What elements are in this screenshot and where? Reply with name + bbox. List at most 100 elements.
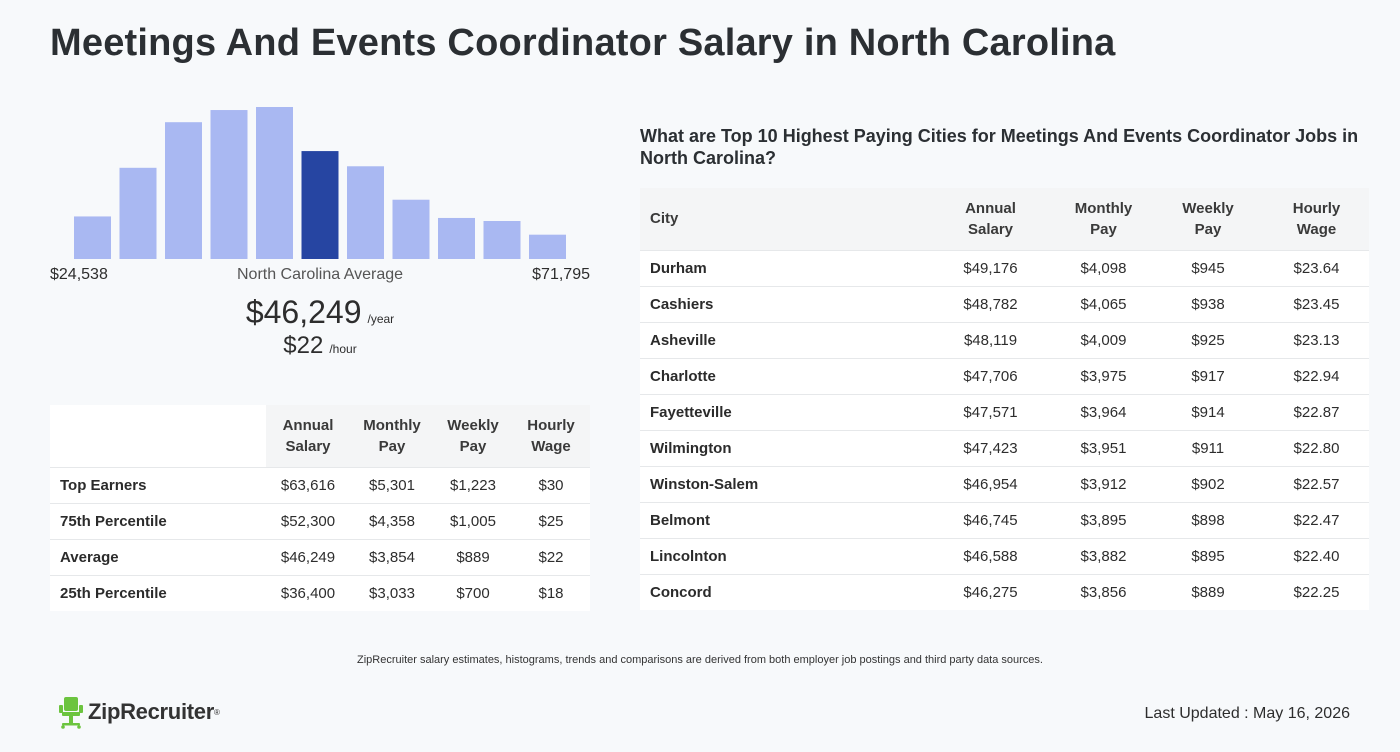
histogram-bar <box>438 217 475 259</box>
percentile-row-value: $52,300 <box>266 502 350 539</box>
city-row-value: $3,951 <box>1055 429 1152 466</box>
city-row-label: Durham <box>640 249 926 286</box>
city-row-value: $22.80 <box>1264 429 1369 466</box>
cities-header-city: City <box>640 188 926 250</box>
percentile-row-value: $4,358 <box>350 502 434 539</box>
top-cities-heading: What are Top 10 Highest Paying Cities fo… <box>640 126 1359 168</box>
percentile-row-value: $25 <box>512 502 590 539</box>
percentile-row-value: $1,223 <box>434 466 512 503</box>
city-row-value: $22.47 <box>1264 501 1369 538</box>
city-row-label: Belmont <box>640 501 926 538</box>
city-row-value: $49,176 <box>926 249 1055 286</box>
percentile-row-value: $700 <box>434 574 512 611</box>
percentile-row-value: $36,400 <box>266 574 350 611</box>
ziprecruiter-logo[interactable]: ZipRecruiter ® <box>58 695 220 729</box>
city-row-value: $4,009 <box>1055 321 1152 358</box>
percentile-row-value: $3,033 <box>350 574 434 611</box>
city-row-value: $889 <box>1152 573 1264 610</box>
percentile-header-monthly: Monthly Pay <box>350 405 434 467</box>
logo-wordmark: ZipRecruiter <box>88 699 214 724</box>
city-row-value: $22.57 <box>1264 465 1369 502</box>
average-hourly-wage: $22/hour <box>50 332 590 360</box>
cities-header-hourly: Hourly Wage <box>1264 188 1369 250</box>
city-row-value: $46,954 <box>926 465 1055 502</box>
average-yearly-salary: $46,249/year <box>50 294 590 331</box>
city-row: Charlotte $47,706 $3,975 $917 $22.94 <box>640 357 1369 394</box>
salary-histogram <box>50 100 590 260</box>
percentile-row-value: $1,005 <box>434 502 512 539</box>
city-row-value: $23.13 <box>1264 321 1369 358</box>
histogram-bar <box>74 216 111 259</box>
chair-mascot-icon <box>59 697 83 729</box>
city-row-value: $4,065 <box>1055 285 1152 322</box>
percentile-row-label: 75th Percentile <box>50 502 266 539</box>
city-row-value: $895 <box>1152 537 1264 574</box>
average-hourly-unit: /hour <box>329 342 357 356</box>
percentile-header-weekly: Weekly Pay <box>434 405 512 467</box>
city-row-value: $47,706 <box>926 357 1055 394</box>
city-row-value: $3,975 <box>1055 357 1152 394</box>
histogram-bar <box>347 166 384 259</box>
histogram-bar <box>256 107 293 259</box>
city-row-value: $3,856 <box>1055 573 1152 610</box>
percentile-row-value: $63,616 <box>266 466 350 503</box>
percentile-row: Average $46,249 $3,854 $889 $22 <box>50 538 590 575</box>
percentile-header-blank <box>50 405 266 467</box>
city-row-label: Concord <box>640 573 926 610</box>
city-row-label: Lincolnton <box>640 537 926 574</box>
city-row-value: $46,745 <box>926 501 1055 538</box>
percentile-table-header: Annual Salary Monthly Pay Weekly Pay Hourly… <box>50 405 590 467</box>
city-row-label: Cashiers <box>640 285 926 322</box>
city-row-value: $911 <box>1152 429 1264 466</box>
top-cities-table: City Annual Salary Monthly Pay Weekly Pay H… <box>640 188 1369 610</box>
percentile-header-annual: Annual Salary <box>266 405 350 467</box>
registered-mark: ® <box>213 707 220 717</box>
page-title: Meetings And Events Coordinator Salary i… <box>50 22 1116 64</box>
city-row-value: $3,964 <box>1055 393 1152 430</box>
city-row-value: $48,119 <box>926 321 1055 358</box>
city-row: Fayetteville $47,571 $3,964 $914 $22.87 <box>640 393 1369 430</box>
cities-header-weekly: Weekly Pay <box>1152 188 1264 250</box>
city-row: Belmont $46,745 $3,895 $898 $22.47 <box>640 501 1369 538</box>
city-row-value: $902 <box>1152 465 1264 502</box>
city-row-value: $898 <box>1152 501 1264 538</box>
city-row-value: $938 <box>1152 285 1264 322</box>
percentile-row: Top Earners $63,616 $5,301 $1,223 $30 <box>50 466 590 503</box>
city-row-value: $46,588 <box>926 537 1055 574</box>
city-row-value: $3,895 <box>1055 501 1152 538</box>
histogram-bar-average <box>301 151 339 259</box>
average-hourly-value: $22 <box>283 332 324 359</box>
percentile-row-value: $46,249 <box>266 538 350 575</box>
city-row-value: $22.87 <box>1264 393 1369 430</box>
data-source-disclaimer: ZipRecruiter salary estimates, histogram… <box>357 654 1043 666</box>
percentile-row-label: 25th Percentile <box>50 574 266 611</box>
city-row-value: $3,912 <box>1055 465 1152 502</box>
city-row-value: $945 <box>1152 249 1264 286</box>
percentile-row-value: $889 <box>434 538 512 575</box>
histogram-bar <box>119 167 157 259</box>
city-row-label: Charlotte <box>640 357 926 394</box>
histogram-chart <box>74 107 566 259</box>
city-row: Winston-Salem $46,954 $3,912 $902 $22.57 <box>640 465 1369 502</box>
city-row: Durham $49,176 $4,098 $945 $23.64 <box>640 249 1369 286</box>
percentile-row: 75th Percentile $52,300 $4,358 $1,005 $25 <box>50 502 590 539</box>
city-row-value: $917 <box>1152 357 1264 394</box>
percentile-row-value: $30 <box>512 466 590 503</box>
percentile-row-label: Top Earners <box>50 466 266 503</box>
percentile-row-label: Average <box>50 538 266 575</box>
histogram-bar <box>165 122 202 259</box>
city-row: Lincolnton $46,588 $3,882 $895 $22.40 <box>640 537 1369 574</box>
city-row-value: $22.94 <box>1264 357 1369 394</box>
city-row-label: Winston-Salem <box>640 465 926 502</box>
city-row: Concord $46,275 $3,856 $889 $22.25 <box>640 573 1369 610</box>
cities-header-monthly: Monthly Pay <box>1055 188 1152 250</box>
city-row-label: Wilmington <box>640 429 926 466</box>
city-row-value: $46,275 <box>926 573 1055 610</box>
histogram-average-label: North Carolina Average <box>236 266 404 283</box>
city-row-value: $48,782 <box>926 285 1055 322</box>
city-row-value: $23.64 <box>1264 249 1369 286</box>
histogram-bar <box>483 221 521 259</box>
percentile-row: 25th Percentile $36,400 $3,033 $700 $18 <box>50 574 590 611</box>
last-updated: Last Updated : May 16, 2026 <box>1144 705 1350 722</box>
cities-table-header: City Annual Salary Monthly Pay Weekly Pay H… <box>640 188 1369 250</box>
